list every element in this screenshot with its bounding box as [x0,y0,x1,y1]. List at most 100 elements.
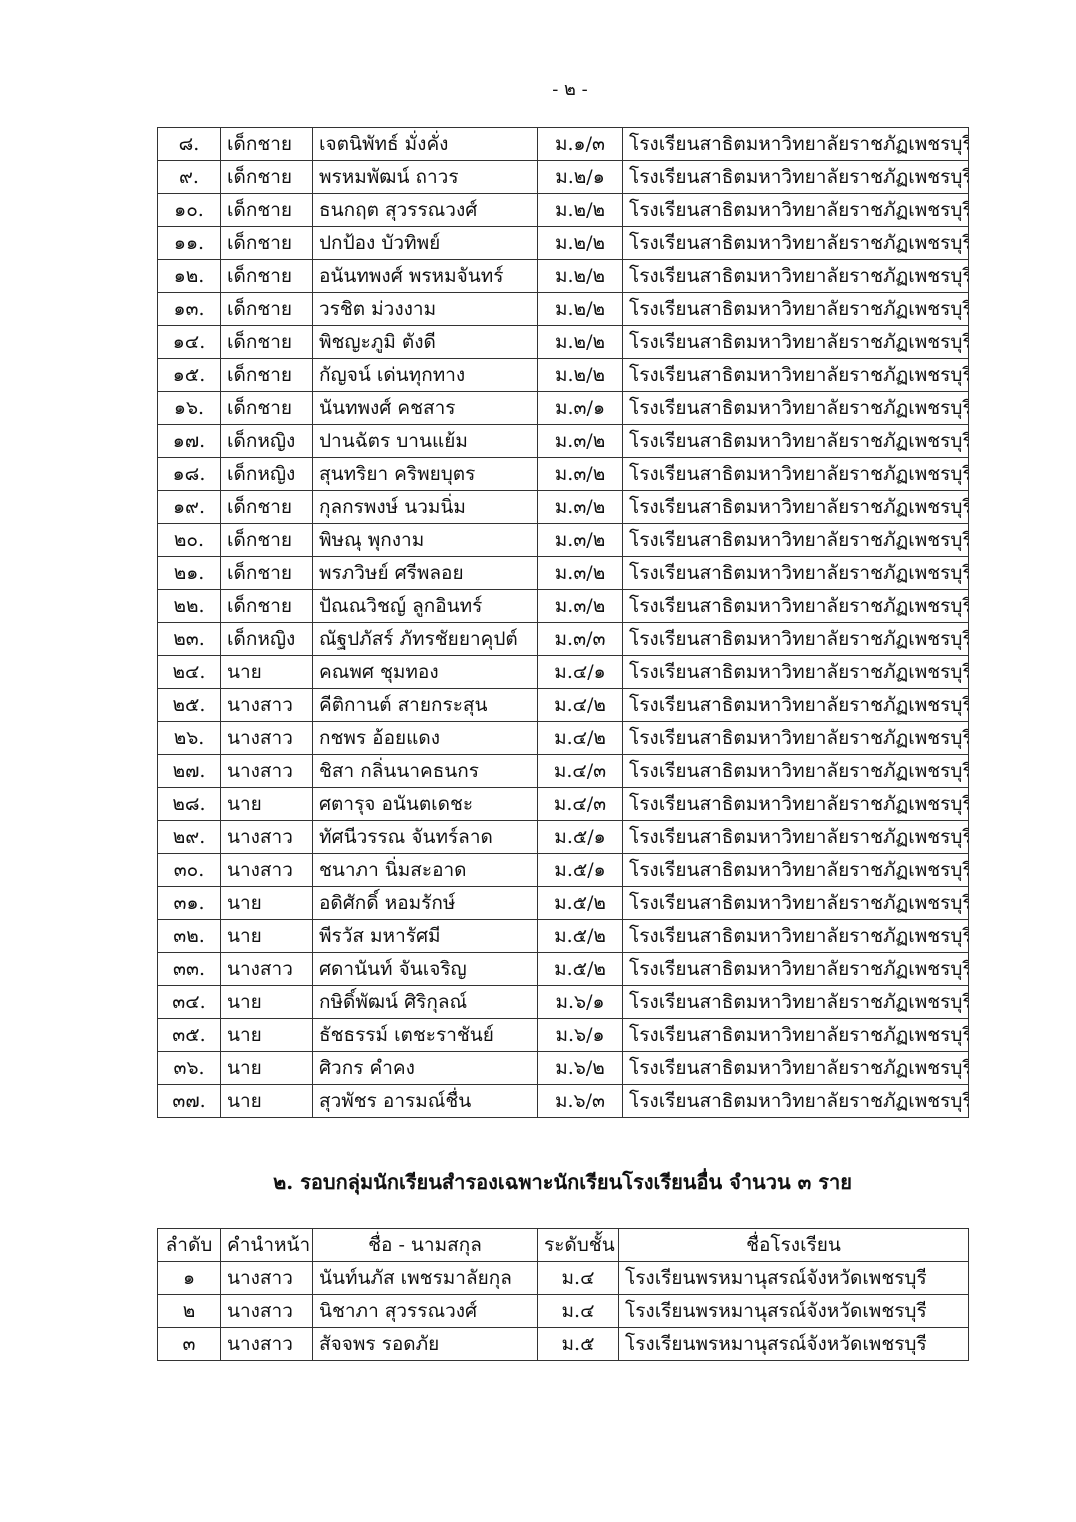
table-row: ๘. เด็กชาย เจตนิพัทธ์ มั่งคั่ง ม.๑/๓ โรงเรีย… [157,127,969,161]
table-row: ๒๕. นางสาว คีติกานต์ สายกระสุน ม.๔/๒ โรงเรีย… [157,688,969,722]
table-cell: โรงเรียนสาธิตมหาวิทยาลัยราชภัฏเพชรบุรี [622,589,969,623]
table-row: ๓๕. นาย ธัชธรรม์ เตชะราชันย์ ม.๖/๑ โรงเรียนส… [157,1018,969,1052]
header-row: ลำดับ คำนำหน้า ชื่อ - นามสกุล ระดับชั้น ชื่อ… [157,1228,969,1262]
table-cell: พิษณุ พุกงาม [312,523,538,557]
table-cell: โรงเรียนสาธิตมหาวิทยาลัยราชภัฏเพชรบุรี [622,952,969,986]
table-cell: นิชาภา สุวรรณวงศ์ [312,1294,538,1328]
table-cell: ม.๕/๑ [537,820,623,854]
table-cell: พีรวัส มหารัศมี [312,919,538,953]
table-cell: ธนกฤต สุวรรณวงศ์ [312,193,538,227]
table-cell: ม.๒/๒ [537,325,623,359]
table-row: ๑๗. เด็กหญิง ปานฉัตร บานแย้ม ม.๓/๒ โรงเรียนส… [157,424,969,458]
table-cell: เด็กชาย [220,193,313,227]
table-cell: สุวพัชร อารมณ์ชื่น [312,1084,538,1118]
table-cell: นาย [220,919,313,953]
table-cell: เด็กชาย [220,292,313,326]
table-cell: ม.๓/๒ [537,523,623,557]
table-cell: โรงเรียนสาธิตมหาวิทยาลัยราชภัฏเพชรบุรี [622,127,969,161]
table-cell: เด็กชาย [220,259,313,293]
table-cell: เด็กชาย [220,556,313,590]
table-cell: ณัฐปภัสร์ ภัทรชัยยาคุปต์ [312,622,538,656]
table-cell: โรงเรียนสาธิตมหาวิทยาลัยราชภัฏเพชรบุรี [622,424,969,458]
table-cell: โรงเรียนสาธิตมหาวิทยาลัยราชภัฏเพชรบุรี [622,457,969,491]
table-cell: ธัชธรรม์ เตชะราชันย์ [312,1018,538,1052]
table-row: ๑๑. เด็กชาย ปกป้อง บัวทิพย์ ม.๒/๒ โรงเรียนสา… [157,226,969,260]
table-cell: ๓๑. [157,886,221,920]
table-row: ๓๓. นางสาว ศดานันท์ จันเจริญ ม.๕/๒ โรงเรียนส… [157,952,969,986]
table-cell: ศิวกร คำคง [312,1051,538,1085]
table-cell: ๑๐. [157,193,221,227]
table-cell: ม.๒/๒ [537,358,623,392]
table-cell: โรงเรียนสาธิตมหาวิทยาลัยราชภัฏเพชรบุรี [622,985,969,1019]
table-cell: ม.๔/๓ [537,754,623,788]
table-cell: โรงเรียนสาธิตมหาวิทยาลัยราชภัฏเพชรบุรี [622,160,969,194]
table-cell: ๑๙. [157,490,221,524]
table-cell: ม.๕/๒ [537,886,623,920]
table-cell: เด็กหญิง [220,457,313,491]
table-cell: ม.๓/๒ [537,556,623,590]
table-cell: ปัณณวิชญ์ ลูกอินทร์ [312,589,538,623]
table-cell: นาย [220,655,313,689]
table-cell: ม.๒/๒ [537,193,623,227]
table-row: ๒๘. นาย ศตารุจ อนันตเดชะ ม.๔/๓ โรงเรียนสาธิต… [157,787,969,821]
student-table: ๘. เด็กชาย เจตนิพัทธ์ มั่งคั่ง ม.๑/๓ โรงเรีย… [157,127,969,1118]
section-heading: ๒. รอบกลุ่มนักเรียนสำรองเฉพาะนักเรียนโรง… [273,1170,852,1194]
table-cell: โรงเรียนสาธิตมหาวิทยาลัยราชภัฏเพชรบุรี [622,754,969,788]
table-cell: ม.๓/๓ [537,622,623,656]
table-cell: นางสาว [220,853,313,887]
table-cell: ม.๖/๑ [537,985,623,1019]
table-cell: ๑๑. [157,226,221,260]
table-cell: ๓๖. [157,1051,221,1085]
table-cell: ๒๙. [157,820,221,854]
table-cell: กชพร อ้อยแดง [312,721,538,755]
table-row: ๒๓. เด็กหญิง ณัฐปภัสร์ ภัทรชัยยาคุปต์ ม.๓/๓… [157,622,969,656]
table-row: ๒๐. เด็กชาย พิษณุ พุกงาม ม.๓/๒ โรงเรียนสาธิต… [157,523,969,557]
table-cell: ๓๐. [157,853,221,887]
table-cell: โรงเรียนสาธิตมหาวิทยาลัยราชภัฏเพชรบุรี [622,226,969,260]
table-cell: ม.๒/๒ [537,226,623,260]
table-cell: เด็กชาย [220,523,313,557]
table-row: ๑๒. เด็กชาย อนันทพงศ์ พรหมจันทร์ ม.๒/๒ โรงเร… [157,259,969,293]
table-cell: เด็กหญิง [220,424,313,458]
table-cell: โรงเรียนสาธิตมหาวิทยาลัยราชภัฏเพชรบุรี [622,655,969,689]
table-cell: ม.๒/๑ [537,160,623,194]
table-cell: ๓๔. [157,985,221,1019]
table-cell: ๑๖. [157,391,221,425]
table-row: ๓๐. นางสาว ชนาภา นิ่มสะอาด ม.๕/๑ โรงเรียนสาธ… [157,853,969,887]
table-cell: เด็กชาย [220,226,313,260]
table-cell: กุลกรพงษ์ นวมนิ่ม [312,490,538,524]
table-cell: เด็กชาย [220,325,313,359]
table-cell: กษิดิ์พัฒน์ ศิริกุลณ์ [312,985,538,1019]
table-row: ๑๙. เด็กชาย กุลกรพงษ์ นวมนิ่ม ม.๓/๒ โรงเรียน… [157,490,969,524]
table-cell: นางสาว [220,1294,313,1328]
table-cell: ม.๕/๒ [537,919,623,953]
table-row: ๑๐. เด็กชาย ธนกฤต สุวรรณวงศ์ ม.๒/๒ โรงเรียนส… [157,193,969,227]
table-cell: โรงเรียนสาธิตมหาวิทยาลัยราชภัฏเพชรบุรี [622,919,969,953]
table-cell: ๒ [157,1294,221,1328]
table-cell: พิชญะภูมิ ตังดี [312,325,538,359]
table-row: ๒๙. นางสาว ทัศนีวรรณ จันทร์ลาด ม.๕/๑ โรงเรีย… [157,820,969,854]
table-cell: ม.๔/๑ [537,655,623,689]
table-cell: ๑ [157,1261,221,1295]
table-cell: โรงเรียนสาธิตมหาวิทยาลัยราชภัฏเพชรบุรี [622,1018,969,1052]
table-cell: วรชิต ม่วงงาม [312,292,538,326]
table-cell: โรงเรียนสาธิตมหาวิทยาลัยราชภัฏเพชรบุรี [622,490,969,524]
table-cell: เด็กหญิง [220,622,313,656]
table-cell: โรงเรียนพรหมานุสรณ์จังหวัดเพชรบุรี [618,1261,969,1295]
table-cell: ๓ [157,1327,221,1361]
reserve-table: ลำดับ คำนำหน้า ชื่อ - นามสกุล ระดับชั้น ชื่อ… [157,1228,969,1361]
header-cell: ชื่อ - นามสกุล [312,1228,538,1262]
table-cell: โรงเรียนสาธิตมหาวิทยาลัยราชภัฏเพชรบุรี [622,886,969,920]
table-cell: โรงเรียนสาธิตมหาวิทยาลัยราชภัฏเพชรบุรี [622,1051,969,1085]
table-cell: ม.๖/๑ [537,1018,623,1052]
header-cell: ชื่อโรงเรียน [618,1228,969,1262]
table-cell: ม.๓/๒ [537,424,623,458]
table-cell: นันท์นภัส เพชรมาลัยกุล [312,1261,538,1295]
table-cell: ชิสา กลิ่นนาคธนกร [312,754,538,788]
table-row: ๓นางสาว สัจจพร รอดภัย ม.๕ โรงเรียนพรหมานุสร… [157,1327,969,1361]
table-cell: อนันทพงศ์ พรหมจันทร์ [312,259,538,293]
table-cell: ม.๔ [537,1294,619,1328]
table-cell: ๓๗. [157,1084,221,1118]
table-row: ๒๖. นางสาว กชพร อ้อยแดง ม.๔/๒ โรงเรียนสาธิตม… [157,721,969,755]
